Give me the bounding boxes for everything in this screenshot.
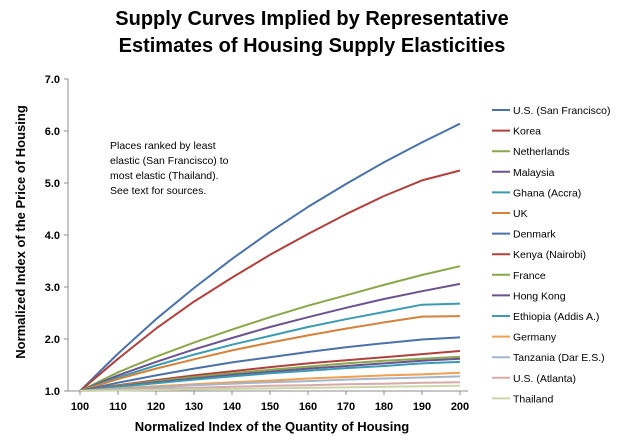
legend-label: U.S. (Atlanta) (513, 373, 576, 385)
series-line-13 (79, 375, 461, 392)
legend-label: Denmark (513, 229, 556, 241)
series-line-11 (79, 360, 461, 392)
y-tick-label: 3.0 (45, 282, 60, 294)
legend-label: U.S. (San Francisco) (513, 105, 610, 117)
series-group (79, 122, 461, 392)
chart-title-line-2: Estimates of Housing Supply Elasticities (119, 35, 506, 57)
x-tick-label: 200 (451, 401, 469, 413)
y-tick-label: 2.0 (45, 334, 60, 346)
annotation-line-3: most elastic (Thailand). (110, 170, 219, 182)
x-tick-label: 120 (147, 401, 165, 413)
chart-title-line-1: Supply Curves Implied by Representative (115, 8, 508, 30)
y-tick-label: 6.0 (45, 126, 60, 138)
y-tick-label: 1.0 (45, 386, 60, 398)
annotation-line-4: See text for sources. (110, 185, 206, 197)
x-tick-label: 160 (299, 401, 317, 413)
annotation-line-1: Places ranked by least (110, 140, 216, 152)
legend-label: Ethiopia (Addis A.) (513, 311, 599, 323)
x-axis-label: Normalized Index of the Quantity of Hous… (135, 419, 410, 434)
legend-label: Netherlands (513, 146, 570, 158)
x-tick-label: 110 (109, 401, 127, 413)
legend-label: France (513, 270, 546, 282)
series-line-3 (79, 265, 461, 392)
series-line-5 (79, 302, 461, 392)
y-tick-label: 4.0 (45, 230, 60, 242)
y-tick-label: 5.0 (45, 178, 60, 190)
series-line-2 (79, 169, 461, 392)
series-line-4 (79, 282, 461, 392)
legend-label: Malaysia (513, 167, 555, 179)
y-tick-label: 7.0 (45, 74, 60, 86)
annotation-line-2: elastic (San Francisco) to (110, 155, 229, 167)
x-tick-label: 170 (337, 401, 355, 413)
x-tick-label: 140 (223, 401, 241, 413)
x-tick-label: 150 (261, 401, 279, 413)
series-line-6 (79, 315, 461, 392)
legend-label: Tanzania (Dar E.S.) (513, 352, 605, 364)
y-axis-label: Normalized Index of the Price of Housing (13, 105, 28, 359)
x-tick-label: 180 (375, 401, 393, 413)
legend-label: Ghana (Accra) (513, 187, 581, 199)
legend-label: Kenya (Nairobi) (513, 249, 586, 261)
legend-label: UK (513, 208, 528, 220)
annotation-box: Places ranked by least elastic (San Fran… (110, 140, 229, 197)
legend-label: Korea (513, 126, 541, 138)
x-tick-label: 130 (185, 401, 203, 413)
x-axis-ticks: 100 110 120 130 140 150 160 170 180 190 200 (71, 391, 469, 413)
legend-label: Hong Kong (513, 290, 566, 302)
x-tick-label: 100 (71, 401, 89, 413)
series-line-1 (79, 122, 461, 392)
series-line-7 (79, 336, 461, 392)
legend-label: Thailand (513, 393, 553, 405)
legend-label: Germany (513, 332, 557, 344)
y-axis-ticks: 1.0 2.0 3.0 4.0 5.0 6.0 7.0 (45, 74, 68, 398)
legend: U.S. (San Francisco) Korea Netherlands Mala… (492, 105, 610, 405)
x-tick-label: 190 (413, 401, 431, 413)
series-line-15 (79, 384, 461, 392)
